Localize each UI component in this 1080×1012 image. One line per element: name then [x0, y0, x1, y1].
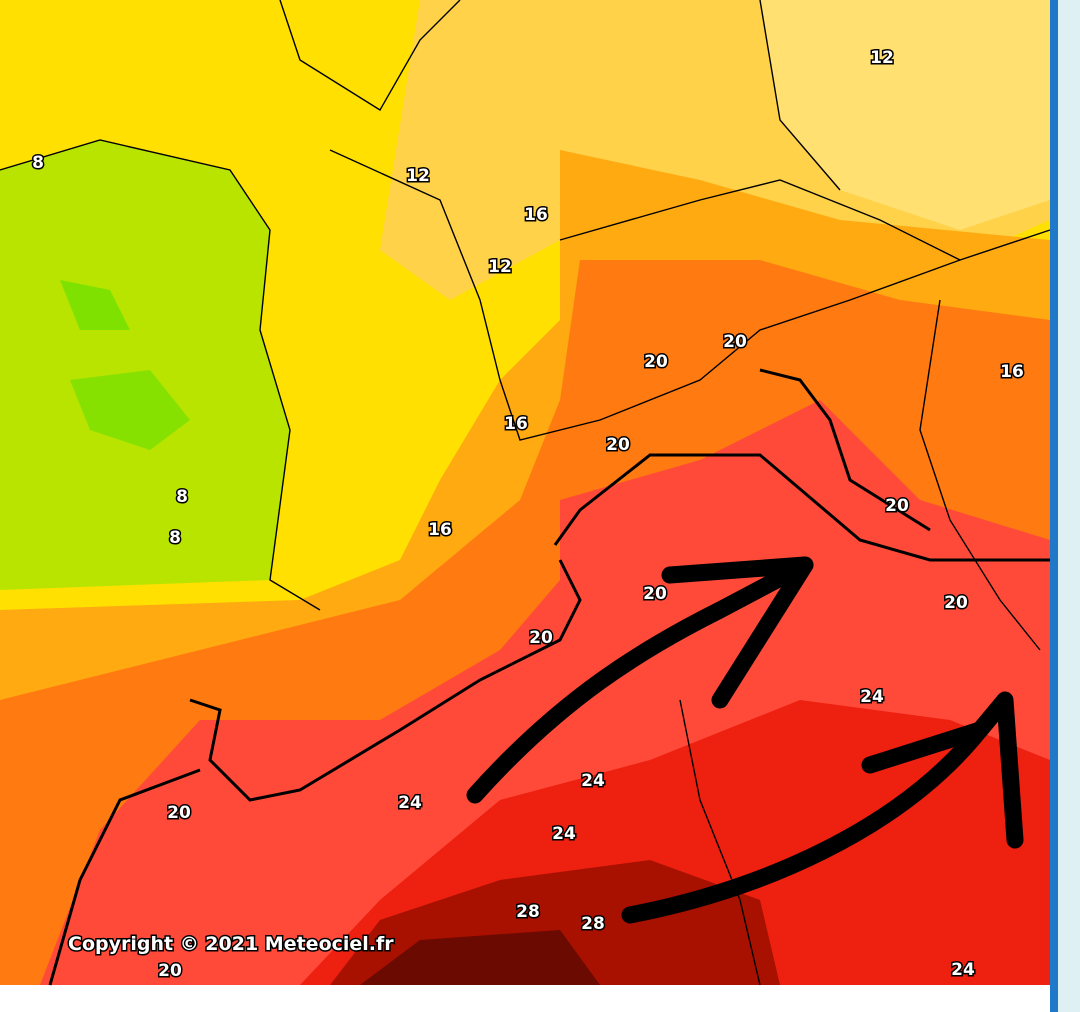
isotherm-label: 20 — [529, 628, 553, 648]
isotherm-label: 8 — [32, 153, 44, 173]
isotherm-label: 20 — [606, 435, 630, 455]
isotherm-label: 12 — [488, 257, 512, 277]
isotherm-label: 16 — [1000, 362, 1024, 382]
isotherm-label: 24 — [951, 960, 975, 980]
isotherm-labels: 12 8 12 16 12 20 20 16 16 20 8 20 8 16 20 20 20 24 24 24 20 2… — [31, 47, 1026, 983]
isotherm-label: 20 — [643, 584, 667, 604]
side-bar-inner — [1058, 0, 1080, 1012]
isotherm-label: 8 — [176, 487, 188, 507]
isotherm-label: 24 — [860, 687, 884, 707]
isotherm-label: 20 — [723, 332, 747, 352]
isotherm-label: 16 — [504, 414, 528, 434]
isotherm-label: 16 — [524, 205, 548, 225]
isotherm-label: 20 — [167, 803, 191, 823]
isotherm-label: 20 — [944, 593, 968, 613]
temperature-fields — [0, 0, 1050, 985]
isotherm-label: 28 — [581, 914, 605, 934]
isotherm-label: 24 — [398, 793, 422, 813]
isotherm-label: 8 — [169, 528, 181, 548]
isotherm-label: 12 — [870, 48, 894, 68]
borders — [0, 0, 1051, 986]
isotherm-label: 12 — [406, 166, 430, 186]
isotherm-label: 28 — [516, 902, 540, 922]
isotherm-label: 20 — [158, 961, 182, 981]
isotherm-label: 24 — [552, 824, 576, 844]
copyright: Copyright © 2021 Meteociel.fr — [68, 933, 394, 955]
isotherm-label: 20 — [644, 352, 668, 372]
scale-strip — [0, 985, 1050, 1012]
isotherm-label: 20 — [885, 496, 909, 516]
isotherm-label: 24 — [581, 771, 605, 791]
drawn-arrows — [466, 556, 1024, 924]
isotherm-label: 16 — [428, 520, 452, 540]
